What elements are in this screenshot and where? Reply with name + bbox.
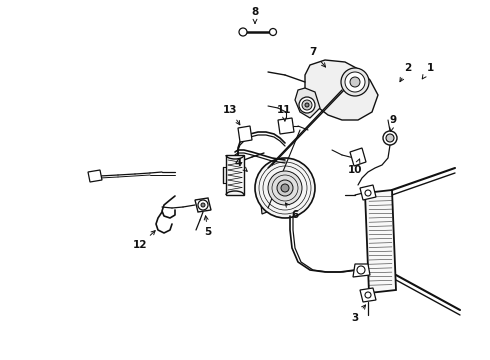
Text: 1: 1 <box>422 63 434 79</box>
Circle shape <box>270 28 276 36</box>
Circle shape <box>302 100 312 110</box>
Circle shape <box>198 200 208 210</box>
Circle shape <box>255 158 315 218</box>
Polygon shape <box>305 60 378 120</box>
Text: 11: 11 <box>277 105 291 121</box>
Circle shape <box>201 203 205 207</box>
Polygon shape <box>88 170 102 182</box>
Polygon shape <box>258 172 272 214</box>
Polygon shape <box>360 185 376 200</box>
Text: 3: 3 <box>351 305 366 323</box>
Polygon shape <box>350 148 366 166</box>
Circle shape <box>277 180 293 196</box>
Text: 9: 9 <box>390 115 396 131</box>
Circle shape <box>365 190 371 196</box>
Text: 2: 2 <box>400 63 412 82</box>
Text: 4: 4 <box>234 158 247 171</box>
Circle shape <box>345 72 365 92</box>
Circle shape <box>350 77 360 87</box>
Text: 8: 8 <box>251 7 259 23</box>
Polygon shape <box>360 288 376 302</box>
Circle shape <box>239 28 247 36</box>
Text: 5: 5 <box>204 216 212 237</box>
Polygon shape <box>295 88 320 118</box>
Text: 6: 6 <box>285 203 298 220</box>
Circle shape <box>281 184 289 192</box>
Circle shape <box>341 68 369 96</box>
Circle shape <box>268 171 302 205</box>
Circle shape <box>357 266 365 274</box>
Polygon shape <box>278 118 294 134</box>
Circle shape <box>386 134 394 142</box>
Polygon shape <box>365 190 396 293</box>
Text: 10: 10 <box>348 159 362 175</box>
Polygon shape <box>353 264 370 277</box>
Polygon shape <box>195 198 211 212</box>
Text: 13: 13 <box>223 105 240 125</box>
Text: 7: 7 <box>309 47 325 67</box>
Circle shape <box>365 292 371 298</box>
Polygon shape <box>238 126 252 142</box>
Polygon shape <box>226 155 244 195</box>
Circle shape <box>305 103 309 107</box>
Text: 12: 12 <box>133 231 155 250</box>
Circle shape <box>299 97 315 113</box>
Circle shape <box>383 131 397 145</box>
